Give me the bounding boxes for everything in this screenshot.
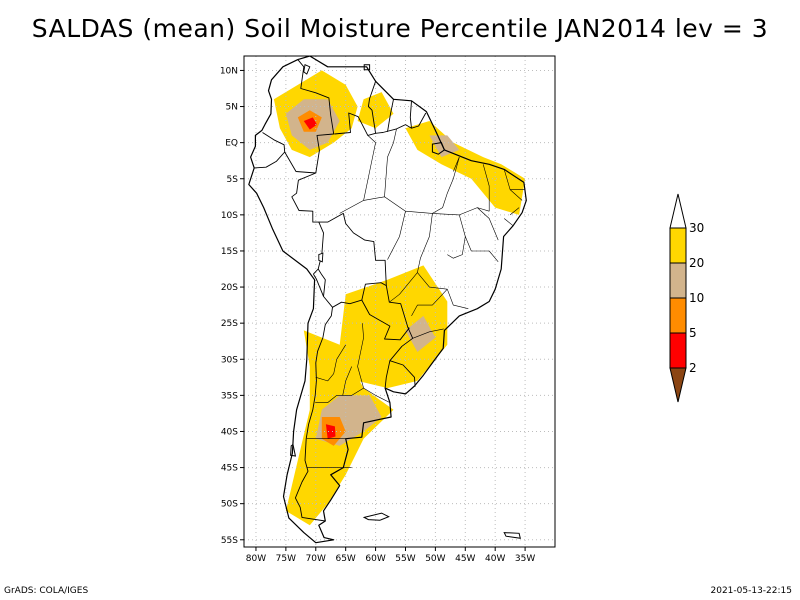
percentile-region-7 bbox=[339, 265, 448, 389]
coastline bbox=[248, 56, 527, 544]
state-border-21 bbox=[357, 323, 364, 389]
country-border-10 bbox=[384, 360, 391, 389]
island-3 bbox=[503, 532, 521, 539]
chart-title: SALDAS (mean) Soil Moisture Percentile J… bbox=[31, 14, 769, 43]
x-tick-label-0: 80W bbox=[246, 554, 266, 564]
state-border-15 bbox=[509, 207, 520, 216]
y-tick-label-13: 55S bbox=[221, 536, 238, 546]
x-tick-label-2: 70W bbox=[306, 554, 326, 564]
x-tick-label-3: 65W bbox=[335, 554, 355, 564]
state-border-9 bbox=[411, 288, 448, 317]
state-border-6 bbox=[465, 236, 499, 262]
map-outlines bbox=[248, 56, 527, 544]
country-border-0 bbox=[297, 59, 335, 174]
colorbar-legend: 2 5 10 20 30 bbox=[669, 193, 704, 403]
y-tick-label-0: 10N bbox=[220, 66, 238, 76]
x-tick-label-4: 60W bbox=[365, 554, 385, 564]
colorbar-label-1: 5 bbox=[689, 326, 697, 340]
colorbar-bottom-triangle bbox=[669, 367, 687, 403]
y-tick-label-11: 45S bbox=[221, 464, 238, 474]
country-border-4 bbox=[375, 112, 427, 134]
percentile-region-8 bbox=[405, 315, 436, 352]
island-4 bbox=[363, 64, 371, 71]
x-tick-label-8: 40W bbox=[485, 554, 505, 564]
state-border-14 bbox=[509, 189, 523, 201]
country-border-3 bbox=[334, 81, 377, 136]
axis-ticks: 80W 75W 70W 65W 60W 55W 50W 45W 40W 35W 10N 5N EQ 5S 1… bbox=[220, 66, 536, 564]
island-0 bbox=[362, 512, 390, 521]
map-frame bbox=[243, 55, 556, 548]
lake-0 bbox=[318, 252, 324, 263]
country-border-6 bbox=[409, 100, 412, 129]
state-border-23 bbox=[342, 366, 352, 396]
state-border-17 bbox=[432, 157, 460, 214]
colorbar-box-2 bbox=[669, 297, 687, 334]
state-border-16 bbox=[504, 218, 514, 226]
y-tick-label-7: 25S bbox=[221, 319, 238, 329]
state-border-5 bbox=[477, 207, 499, 241]
colorbar-label-3: 20 bbox=[689, 256, 704, 270]
colorbar-label-0: 2 bbox=[689, 361, 697, 375]
state-border-12 bbox=[482, 164, 490, 212]
colorbar-label-4: 30 bbox=[689, 221, 704, 235]
grads-credit: GrADS: COLA/IGES bbox=[4, 586, 89, 596]
state-border-8 bbox=[389, 272, 418, 303]
percentile-region-3 bbox=[303, 117, 317, 130]
y-tick-label-4: 10S bbox=[221, 211, 238, 221]
y-tick-label-10: 40S bbox=[221, 427, 238, 437]
country-border-8 bbox=[361, 285, 410, 341]
country-border-11 bbox=[294, 307, 333, 522]
y-tick-label-5: 15S bbox=[221, 247, 238, 257]
state-border-20 bbox=[315, 387, 391, 403]
percentile-region-6 bbox=[429, 135, 460, 158]
state-border-4 bbox=[447, 214, 466, 259]
x-tick-label-1: 75W bbox=[276, 554, 296, 564]
colorbar-box-1 bbox=[669, 332, 687, 369]
state-border-1 bbox=[384, 128, 397, 197]
y-tick-label-1: 5N bbox=[226, 103, 238, 113]
percentile-region-12 bbox=[325, 424, 336, 439]
y-tick-label-2: EQ bbox=[225, 139, 238, 149]
state-border-0 bbox=[339, 196, 490, 216]
colorbar-label-2: 10 bbox=[689, 291, 704, 305]
colorbar-box-3 bbox=[669, 262, 687, 299]
country-border-5 bbox=[387, 99, 394, 132]
x-tick-label-5: 55W bbox=[395, 554, 415, 564]
colorbar-top-triangle bbox=[669, 193, 687, 229]
country-border-7 bbox=[317, 212, 387, 308]
y-tick-label-8: 30S bbox=[221, 355, 238, 365]
y-tick-label-9: 35S bbox=[221, 391, 238, 401]
country-border-2 bbox=[284, 151, 324, 275]
percentile-region-4 bbox=[357, 92, 394, 129]
render-timestamp: 2021-05-13-22:15 bbox=[710, 586, 793, 596]
lake-1 bbox=[303, 64, 311, 75]
state-border-7 bbox=[387, 211, 406, 260]
state-border-22 bbox=[315, 344, 346, 382]
y-tick-label-3: 5S bbox=[227, 175, 239, 185]
state-border-3 bbox=[417, 213, 469, 309]
state-border-11 bbox=[453, 156, 460, 172]
y-tick-label-12: 50S bbox=[221, 500, 238, 510]
y-tick-label-6: 20S bbox=[221, 283, 238, 293]
country-border-12 bbox=[313, 273, 324, 297]
x-tick-label-6: 50W bbox=[425, 554, 445, 564]
x-tick-label-9: 35W bbox=[515, 554, 535, 564]
island-2 bbox=[290, 443, 297, 457]
state-border-10 bbox=[412, 328, 444, 339]
island-1 bbox=[431, 142, 446, 155]
colorbar-box-4 bbox=[669, 227, 687, 264]
x-tick-label-7: 45W bbox=[455, 554, 475, 564]
state-border-2 bbox=[363, 135, 376, 201]
